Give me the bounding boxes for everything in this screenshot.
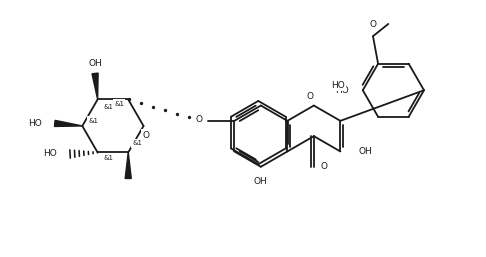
Text: O: O xyxy=(142,131,150,140)
Text: HO: HO xyxy=(44,150,57,159)
Text: O: O xyxy=(195,115,202,124)
Text: HO: HO xyxy=(28,119,42,128)
Text: OH: OH xyxy=(254,177,268,186)
Text: O: O xyxy=(306,92,313,101)
Text: OH: OH xyxy=(358,147,372,156)
Text: OH: OH xyxy=(88,59,102,68)
Polygon shape xyxy=(125,152,131,178)
Text: HO: HO xyxy=(331,81,345,90)
Text: &1: &1 xyxy=(104,154,114,161)
Text: HO: HO xyxy=(335,86,348,95)
Text: &1: &1 xyxy=(132,140,142,146)
Text: &1: &1 xyxy=(88,118,99,124)
Text: &1: &1 xyxy=(104,104,114,110)
Text: O: O xyxy=(321,162,328,171)
Text: O: O xyxy=(369,21,377,30)
Text: &1: &1 xyxy=(114,100,124,106)
Polygon shape xyxy=(54,120,82,126)
Polygon shape xyxy=(92,73,98,99)
